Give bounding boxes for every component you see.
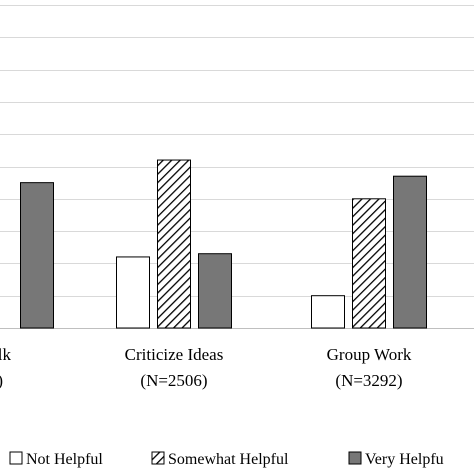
category-label-talk: Talk (0, 345, 11, 364)
legend-label-not-helpful: Not Helpful (26, 451, 103, 468)
category-count-group-work: (N=3292) (335, 371, 402, 390)
bar-not-helpful-group-work (311, 295, 345, 329)
category-label-criticize-ideas: Criticize Ideas (125, 345, 224, 364)
legend-swatch-very-helpful (348, 451, 362, 465)
category-count-criticize-ideas: (N=2506) (140, 371, 207, 390)
legend: Not Helpful Somewhat Helpful Very Helpfu (9, 451, 444, 468)
bars (20, 159, 427, 329)
bar-somewhat-helpful-criticize-ideas (157, 159, 191, 329)
bar-very-helpful-group-work (393, 175, 427, 329)
category-label-group-work: Group Work (327, 345, 412, 364)
bar-very-helpful-talk (20, 182, 54, 329)
bar-somewhat-helpful-group-work (352, 198, 386, 329)
legend-swatch-not-helpful (9, 451, 23, 465)
legend-label-very-helpful: Very Helpfu (365, 451, 444, 468)
gridlines (0, 5, 474, 329)
legend-swatch-somewhat-helpful (151, 451, 165, 465)
category-labels: Talk 3) Criticize Ideas (N=2506) Group Work (… (0, 345, 412, 390)
bar-very-helpful-criticize-ideas (198, 253, 232, 329)
category-count-talk: 3) (0, 371, 3, 390)
legend-label-somewhat-helpful: Somewhat Helpful (168, 451, 289, 468)
bar-not-helpful-criticize-ideas (116, 256, 150, 329)
